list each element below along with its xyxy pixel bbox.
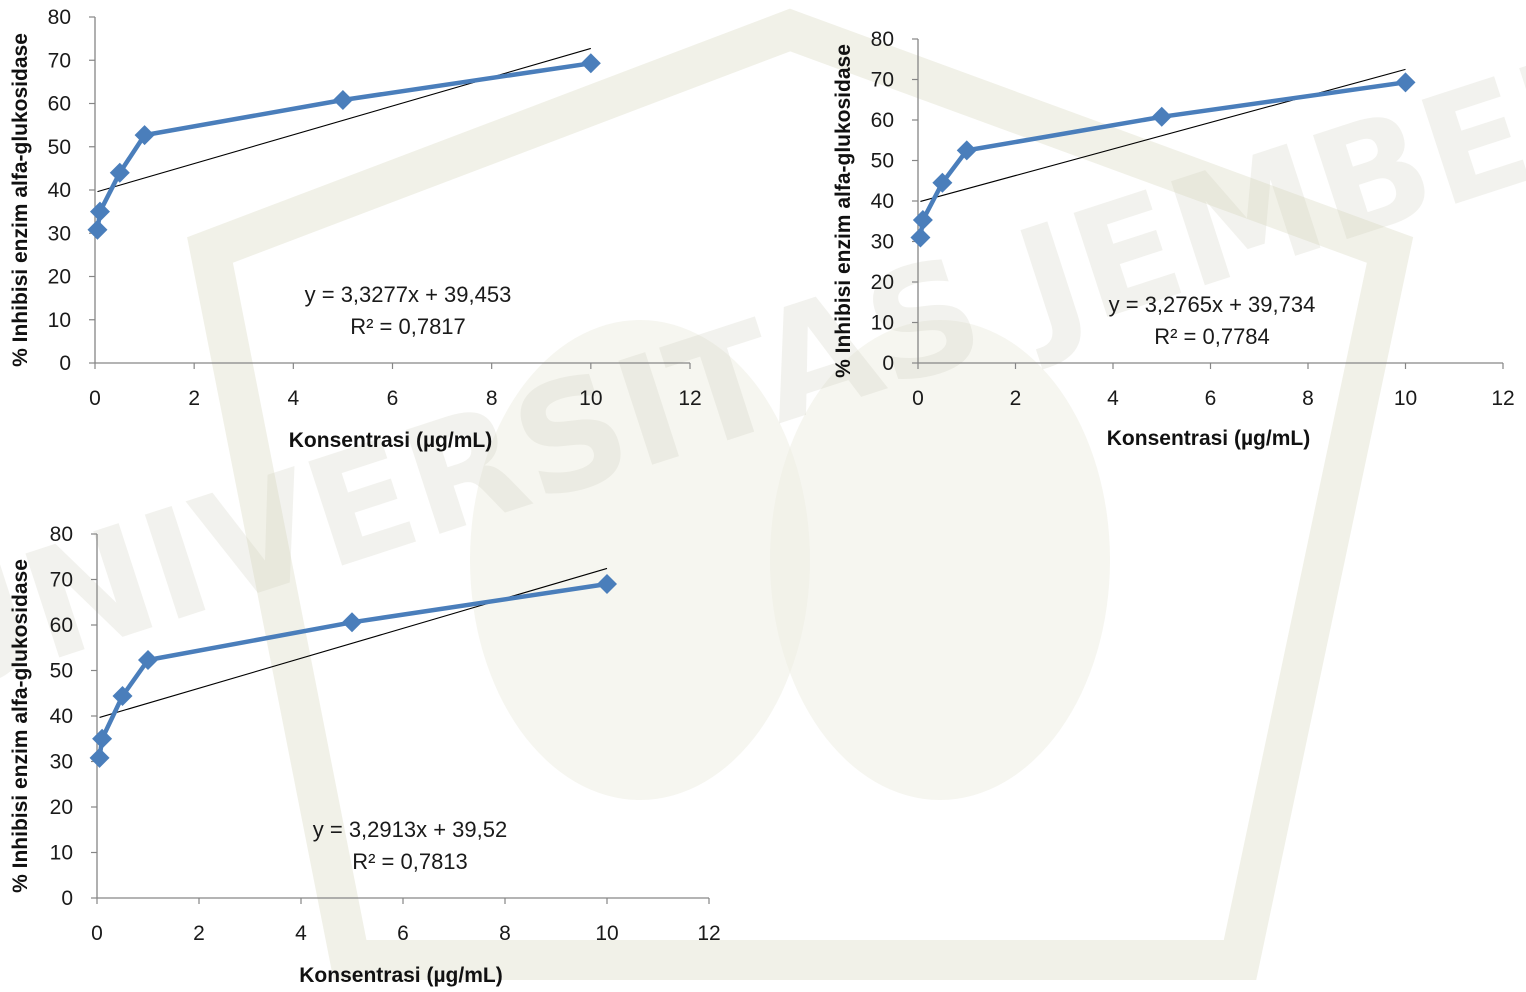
data-point-marker xyxy=(89,201,110,222)
y-axis-title: % Inhibisi enzim alfa-glukosidase xyxy=(832,44,855,378)
x-tick-label: 0 xyxy=(89,387,101,410)
x-tick-label: 2 xyxy=(1010,387,1022,410)
y-tick-label: 70 xyxy=(50,569,73,592)
chart-3: 0 10 20 30 40 50 60 70 80 0 2 4 6 8 10 12 Konsentrasi (µ… xyxy=(9,523,721,987)
y-tick-label: 50 xyxy=(871,150,894,173)
x-tick-label: 12 xyxy=(697,922,720,945)
r-squared-label: R² = 0,7784 xyxy=(1154,324,1270,349)
x-axis-title: Konsentrasi (µg/mL) xyxy=(299,964,502,987)
x-tick-label: 6 xyxy=(1205,387,1217,410)
y-tick-label: 30 xyxy=(50,751,73,774)
data-point-marker xyxy=(138,650,158,671)
x-tick-label: 8 xyxy=(486,387,498,410)
data-point-marker xyxy=(932,172,953,193)
y-tick-label: 60 xyxy=(48,93,71,116)
trendline xyxy=(99,567,608,718)
y-tick-label: 40 xyxy=(871,190,894,213)
x-tick-label: 10 xyxy=(595,922,618,945)
data-point-marker xyxy=(1395,72,1416,93)
x-tick-label: 2 xyxy=(188,387,200,410)
y-tick-label: 50 xyxy=(48,136,71,159)
y-tick-label: 80 xyxy=(48,6,71,29)
y-tick-label: 60 xyxy=(50,614,73,637)
data-point-marker xyxy=(342,612,362,633)
watermark-leaf-right xyxy=(770,320,1110,800)
x-tick-label: 4 xyxy=(295,922,307,945)
data-point-marker xyxy=(134,125,155,146)
trendline xyxy=(920,68,1406,202)
x-axis-title: Konsentrasi (µg/mL) xyxy=(1107,427,1310,450)
y-tick-label: 40 xyxy=(48,179,71,202)
x-tick-label: 10 xyxy=(1394,387,1417,410)
watermark: UNIVERSITAS JEMBER xyxy=(0,8,1526,980)
trendline-equation: y = 3,2913x + 39,52 xyxy=(313,817,508,842)
y-tick-label: 10 xyxy=(50,842,73,865)
watermark-leaf-left xyxy=(470,320,810,800)
data-point-marker xyxy=(112,685,133,706)
x-tick-label: 0 xyxy=(91,922,103,945)
y-axis-title: % Inhibisi enzim alfa-glukosidase xyxy=(9,559,32,893)
y-tick-label: 70 xyxy=(871,69,894,92)
x-tick-label: 4 xyxy=(287,387,299,410)
data-point-marker xyxy=(912,210,933,231)
data-point-marker xyxy=(92,728,113,749)
y-tick-label: 50 xyxy=(50,660,73,683)
r-squared-label: R² = 0,7817 xyxy=(350,314,466,339)
y-tick-label: 30 xyxy=(871,231,894,254)
data-point-marker xyxy=(87,219,108,240)
x-tick-label: 6 xyxy=(397,922,409,945)
chart-2: 0 10 20 30 40 50 60 70 80 0 2 4 6 8 10 12 Konsentrasi (µ… xyxy=(832,28,1515,450)
y-tick-label: 0 xyxy=(59,352,71,375)
y-tick-label: 60 xyxy=(871,109,894,132)
x-tick-label: 8 xyxy=(499,922,511,945)
x-tick-label: 0 xyxy=(912,387,924,410)
data-point-marker xyxy=(1151,106,1172,127)
x-axis-title: Konsentrasi (µg/mL) xyxy=(289,429,492,452)
y-axis-title: % Inhibisi enzim alfa-glukosidase xyxy=(9,33,32,367)
data-point-marker xyxy=(910,227,931,248)
trendline xyxy=(97,47,591,193)
y-tick-label: 10 xyxy=(48,309,71,332)
y-tick-label: 80 xyxy=(50,523,73,546)
watermark-pentagon xyxy=(187,8,1414,980)
y-tick-label: 10 xyxy=(871,312,894,335)
x-tick-label: 8 xyxy=(1302,387,1314,410)
y-tick-label: 70 xyxy=(48,49,71,72)
data-point-marker xyxy=(89,747,110,768)
y-tick-label: 20 xyxy=(48,266,71,289)
y-tick-label: 40 xyxy=(50,705,73,728)
x-tick-label: 10 xyxy=(579,387,602,410)
x-tick-label: 12 xyxy=(1491,387,1514,410)
data-point-marker xyxy=(597,574,617,595)
data-point-marker xyxy=(580,53,601,74)
trendline-equation: y = 3,2765x + 39,734 xyxy=(1109,292,1316,317)
data-point-marker xyxy=(332,90,353,111)
r-squared-label: R² = 0,7813 xyxy=(352,849,468,874)
data-point-marker xyxy=(956,140,977,161)
data-point-marker xyxy=(109,162,130,183)
y-tick-label: 0 xyxy=(882,352,894,375)
x-tick-label: 6 xyxy=(387,387,399,410)
y-tick-label: 20 xyxy=(871,271,894,294)
chart-1: 0 10 20 30 40 50 60 70 80 0 2 4 6 8 10 12 Konsentrasi (µ… xyxy=(9,6,702,452)
x-tick-label: 2 xyxy=(193,922,205,945)
y-tick-label: 0 xyxy=(61,887,73,910)
x-tick-label: 4 xyxy=(1107,387,1119,410)
trendline-equation: y = 3,3277x + 39,453 xyxy=(305,282,512,307)
y-tick-label: 20 xyxy=(50,796,73,819)
x-tick-label: 12 xyxy=(678,387,701,410)
y-tick-label: 30 xyxy=(48,222,71,245)
y-tick-label: 80 xyxy=(871,28,894,51)
